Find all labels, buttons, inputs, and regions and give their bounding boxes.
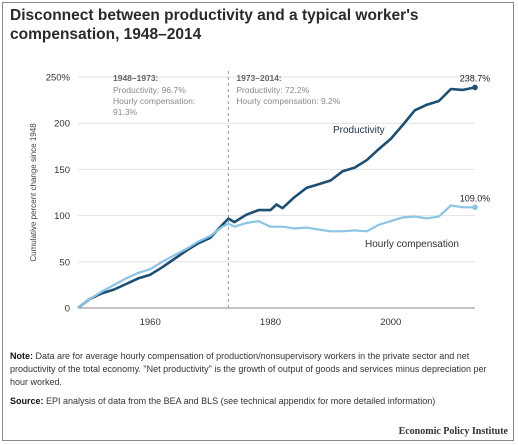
title-line-1: Disconnect between productivity and a ty… (10, 7, 419, 24)
series-lines (77, 84, 478, 310)
y-tick-label: 250% (46, 73, 71, 84)
series-name-label: Hourly compensation (365, 239, 459, 250)
y-axis-label: Cumulative percent change since 1948 (29, 123, 38, 262)
series-end-label: 238.7% (460, 73, 491, 83)
note-label: Note: (10, 351, 33, 361)
annotation-line: Hourly compensation: (113, 96, 195, 106)
chart-area: 0 50 100 150 200 250% 1960 1980 2000 1948–1973:… (29, 71, 490, 328)
annotation-line: Productivity: 72.2% (236, 85, 309, 95)
y-tick-labels: 0 50 100 150 200 250% (46, 73, 71, 315)
x-tick-label: 1960 (140, 317, 161, 328)
figure-frame (2, 2, 514, 441)
annotation-line: 91.3% (113, 107, 138, 117)
note: Note: Data are for average hourly compen… (10, 350, 505, 389)
series-end-marker (472, 84, 478, 91)
brand-logo: Economic Policy Institute (398, 426, 508, 437)
period-annotations: 1948–1973:Productivity: 96.7%Hourly comp… (113, 73, 341, 117)
x-tick-label: 1980 (260, 317, 281, 328)
period-annotation: 1973–2014: Productivity: 72.2%Hourly comp… (236, 73, 340, 106)
series-labels: 238.7% 109.0% Productivity Hourly compensat… (333, 73, 490, 250)
y-tick-label: 150 (54, 165, 70, 176)
series-line-0 (77, 86, 476, 310)
annotation-line: Productivity: 96.7% (113, 85, 186, 95)
x-tick-labels: 1960 1980 2000 (140, 317, 402, 328)
annotation-line: Hourly compensation: 9.2% (236, 96, 340, 106)
y-tick-label: 0 (65, 304, 70, 315)
gridlines (78, 76, 475, 309)
series-end-marker (472, 204, 478, 211)
series-name-label: Productivity (333, 125, 385, 136)
note-text: Data are for average hourly compensation… (10, 351, 487, 387)
source-label: Source: (10, 396, 44, 406)
series-end-label: 109.0% (460, 193, 491, 203)
chart-title: Disconnect between productivity and a ty… (10, 6, 480, 44)
source-text: EPI analysis of data from the BEA and BL… (46, 396, 436, 406)
source: Source: EPI analysis of data from the BE… (10, 395, 505, 408)
y-tick-label: 50 (59, 257, 70, 268)
y-tick-label: 100 (54, 211, 70, 222)
period-annotation: 1948–1973: Productivity: 96.7%Hourly comp… (113, 73, 195, 117)
annotation-heading: 1973–2014: (236, 73, 282, 83)
y-tick-label: 200 (54, 119, 70, 130)
title-line-2: compensation, 1948–2014 (10, 26, 202, 43)
series-line-1 (77, 204, 475, 309)
x-tick-label: 2000 (380, 317, 401, 328)
annotation-heading: 1948–1973: (113, 73, 159, 83)
